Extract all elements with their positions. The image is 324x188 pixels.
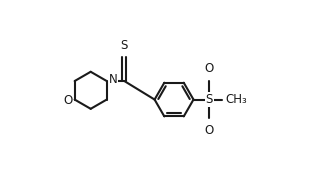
Text: CH₃: CH₃: [225, 93, 247, 106]
Text: O: O: [205, 124, 214, 137]
Text: O: O: [205, 62, 214, 75]
Text: S: S: [205, 93, 213, 106]
Text: S: S: [121, 39, 128, 52]
Text: N: N: [109, 73, 118, 86]
Text: O: O: [63, 94, 72, 107]
